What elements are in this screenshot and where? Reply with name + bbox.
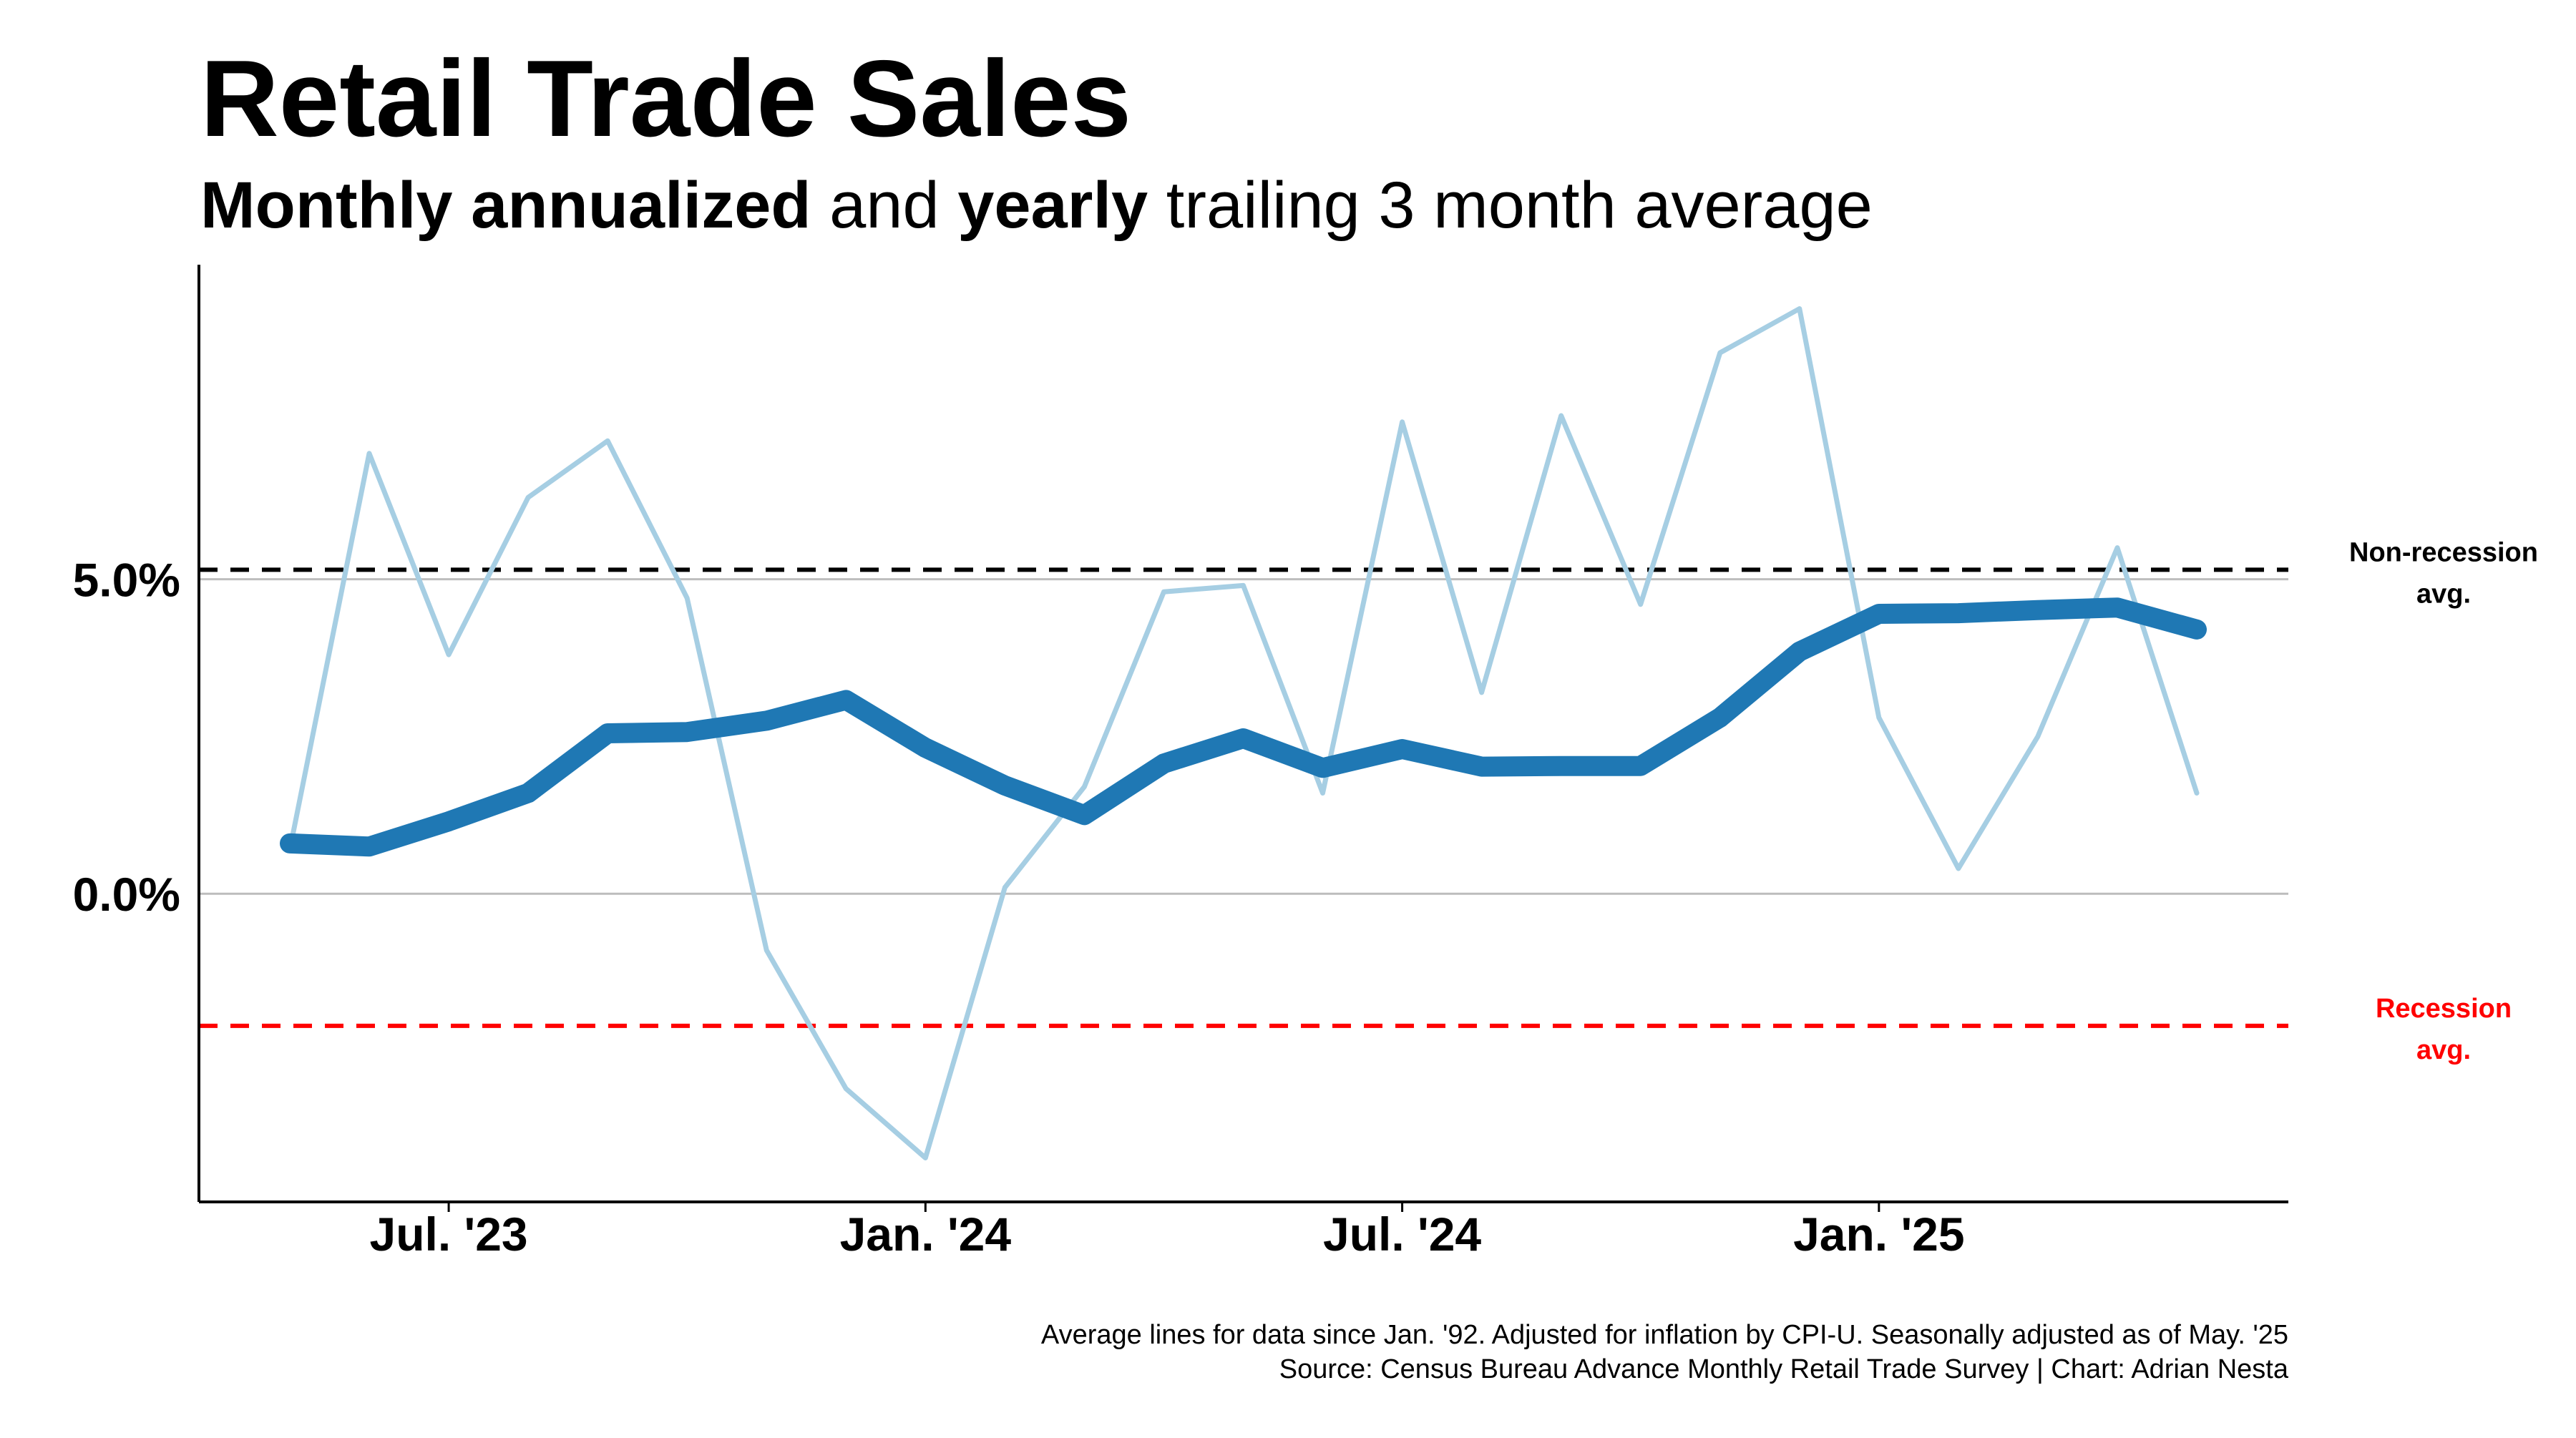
monthly-data-point [845,1088,847,1090]
yearly-data-point [368,845,371,848]
monthly-data-point [766,949,767,951]
monthly-data-point [1481,692,1483,693]
monthly-data-point [1958,868,1959,869]
chart-subtitle: Monthly annualized and yearly trailing 3… [200,169,1873,242]
yearly-data-point [1560,765,1563,768]
x-tick-label: Jul. '24 [1323,1208,1481,1261]
monthly-data-point [607,440,608,441]
yearly-data-point [686,730,688,733]
y-tick-label: 0.0% [73,868,180,921]
x-tick-label: Jul. '23 [370,1208,528,1261]
monthly-data-point [2037,735,2039,737]
monthly-data-point [1163,591,1164,592]
monthly-data-point [1561,415,1562,416]
monthly-data-point [448,654,449,655]
subtitle-and: and [811,169,958,242]
recession-avg-label-line2: avg. [2416,1035,2471,1065]
yearly-data-point [1322,766,1324,769]
yearly-data-point [2036,609,2039,612]
reference-lines: Non-recession avg. Recession avg. [199,537,2538,1065]
yearly-data-point [1162,762,1165,765]
yearly-data-point [1242,737,1245,740]
yearly-data-point [1639,765,1642,768]
recession-avg-label: Recession [2376,994,2512,1024]
yearly-data-point [447,820,450,823]
monthly-data-point [369,453,370,454]
monthly-data-point [924,1157,926,1158]
yearly-data-point [1480,766,1483,768]
subtitle-monthly: Monthly annualized [200,169,811,242]
monthly-data-point [1878,717,1880,718]
yearly-data-point [1878,612,1880,615]
yearly-data-point [1798,650,1801,653]
gridlines [199,578,2288,895]
yearly-data-point [1401,748,1404,750]
yearly-data-point [527,792,530,795]
yearly-data-point [844,698,847,701]
non-recession-avg-label-line2: avg. [2416,579,2471,609]
chart-title: Retail Trade Sales [200,38,1131,160]
monthly-data-point [2117,547,2118,549]
footnote-line2: Source: Census Bureau Advance Monthly Re… [1279,1354,2289,1384]
y-tick-label: 5.0% [73,554,180,607]
yearly-series-line [280,597,2207,857]
monthly-data-point [1640,604,1641,605]
yearly-data-point [1003,784,1006,787]
monthly-data-point [1402,421,1403,423]
non-recession-avg-label: Non-recession [2349,537,2538,567]
tick-labels: 0.0% 5.0% Jul. '23 Jan. '24 Jul. '24 Jan. '25 [73,554,1965,1261]
monthly-data-point [1083,786,1085,788]
monthly-data-point [1243,585,1244,586]
yearly-data-point [924,746,927,749]
monthly-data-point [527,497,529,498]
yearly-data-point [765,719,768,722]
subtitle-rest: trailing 3 month average [1148,169,1873,242]
series-lines [280,306,2207,1160]
x-tick-label: Jan. '24 [840,1208,1012,1261]
yearly-data-point [1719,716,1722,719]
subtitle-yearly: yearly [957,169,1148,242]
yearly-data-point [2116,606,2119,609]
monthly-data-point [1719,352,1721,353]
yearly-data-point [1957,612,1960,615]
monthly-data-point [1322,793,1324,794]
yearly-data-point [2195,628,2198,631]
monthly-data-point [2196,793,2197,794]
monthly-data-point [1799,308,1800,310]
axes [197,265,2288,1203]
yearly-data-point [288,842,291,845]
yearly-data-point [606,732,609,735]
monthly-data-point [686,597,688,599]
monthly-series-line [287,306,2200,1160]
yearly-data-point [1083,813,1085,816]
x-tick-label: Jan. '25 [1793,1208,1965,1261]
monthly-data-point [1004,886,1005,888]
footnote-line1: Average lines for data since Jan. '92. A… [1041,1320,2288,1350]
